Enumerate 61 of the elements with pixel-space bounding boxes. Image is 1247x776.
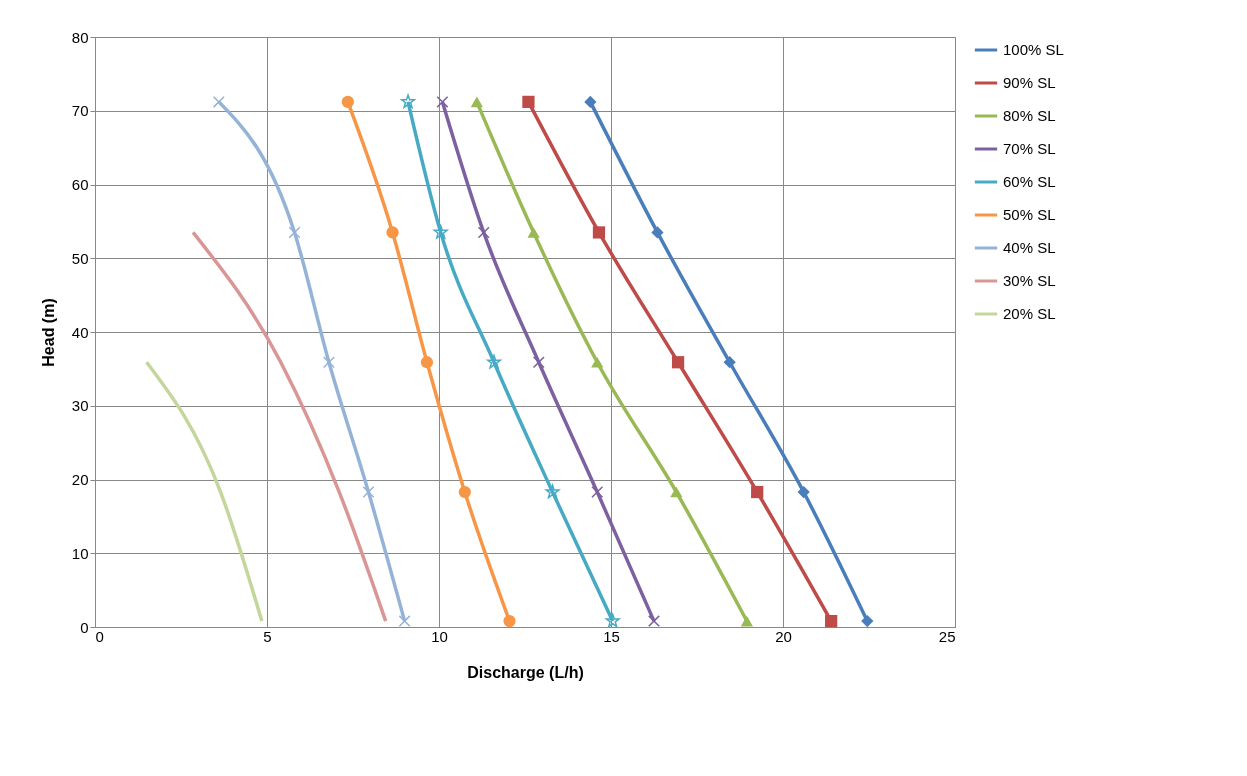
line-series	[191, 230, 388, 623]
point	[648, 615, 660, 628]
x-tick-label: 25	[938, 627, 956, 645]
y-tick-label: 70	[71, 102, 89, 120]
point	[670, 486, 683, 498]
x-tick-label: 0	[95, 627, 104, 645]
point	[584, 95, 597, 109]
y-tick-label: 80	[71, 28, 89, 46]
point	[212, 95, 225, 108]
point	[458, 485, 471, 499]
point	[433, 224, 448, 239]
point	[825, 614, 838, 628]
point	[797, 485, 810, 499]
point	[592, 226, 606, 239]
legend-label: 30% SL	[1003, 272, 1056, 289]
point	[591, 486, 604, 499]
y-axis-title: Head (m)	[39, 298, 57, 367]
point	[477, 226, 490, 239]
point	[420, 356, 434, 369]
point	[401, 94, 416, 109]
point	[527, 227, 540, 238]
point	[740, 615, 753, 627]
point	[751, 485, 764, 499]
x-axis-title: Discharge (L/h)	[467, 663, 584, 681]
point	[861, 614, 874, 628]
point	[532, 356, 545, 369]
point	[723, 356, 736, 369]
legend-label: 90% SL	[1003, 74, 1056, 91]
x-tick-label: 20	[775, 627, 792, 645]
legend-label: 20% SL	[1003, 305, 1056, 322]
point	[671, 356, 685, 369]
point	[605, 613, 620, 628]
legend-label: 80% SL	[1003, 107, 1056, 124]
point	[288, 226, 301, 239]
legend-label: 40% SL	[1003, 239, 1056, 256]
point	[651, 226, 664, 239]
point	[436, 95, 449, 108]
point	[545, 484, 560, 499]
y-tick-label: 60	[71, 176, 89, 193]
y-tick-label: 40	[71, 323, 89, 341]
point	[503, 614, 516, 628]
y-tick-label: 50	[71, 249, 89, 267]
point	[591, 356, 604, 368]
y-tick-label: 20	[71, 471, 89, 488]
y-tick-label: 30	[71, 397, 89, 415]
point	[386, 226, 399, 239]
point	[322, 356, 335, 369]
legend-label: 100% SL	[1003, 41, 1064, 58]
point	[398, 615, 411, 628]
x-tick-label: 5	[263, 627, 272, 645]
legend-label: 60% SL	[1003, 173, 1056, 190]
legend-label: 70% SL	[1003, 140, 1056, 157]
point	[362, 486, 375, 499]
point	[341, 95, 354, 109]
point	[522, 95, 535, 109]
point	[487, 354, 502, 369]
x-tick-label: 10	[431, 627, 448, 645]
y-tick-label: 10	[71, 544, 89, 562]
x-tick-label: 15	[603, 627, 620, 645]
point	[470, 96, 483, 108]
legend-label: 50% SL	[1003, 206, 1056, 223]
